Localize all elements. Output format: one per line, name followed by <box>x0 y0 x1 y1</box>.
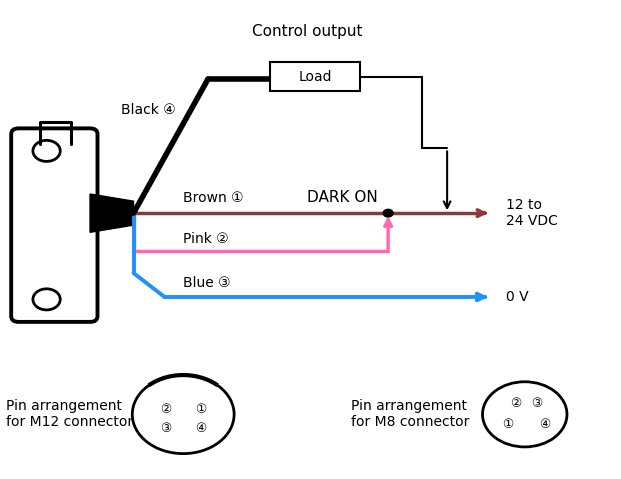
Text: ①: ① <box>195 403 206 416</box>
Circle shape <box>383 209 393 217</box>
Text: ④: ④ <box>195 422 206 435</box>
Text: Black ④: Black ④ <box>121 103 176 117</box>
Bar <box>270 62 360 91</box>
Text: Blue ③: Blue ③ <box>183 276 231 290</box>
Text: Pin arrangement
for M12 connector: Pin arrangement for M12 connector <box>6 399 134 430</box>
Text: Control output: Control output <box>252 23 363 39</box>
Text: Pink ②: Pink ② <box>183 232 229 246</box>
Text: ③: ③ <box>160 422 171 435</box>
Text: Brown ①: Brown ① <box>183 191 244 205</box>
Text: 12 to
24 VDC: 12 to 24 VDC <box>506 198 558 228</box>
Text: Pin arrangement
for M8 connector: Pin arrangement for M8 connector <box>351 399 469 430</box>
Text: 0 V: 0 V <box>506 290 528 304</box>
Text: ④: ④ <box>540 418 551 432</box>
Text: DARK ON: DARK ON <box>307 190 378 205</box>
Polygon shape <box>90 194 134 232</box>
Text: ②: ② <box>160 403 171 416</box>
Text: ②: ② <box>510 397 521 411</box>
Text: ③: ③ <box>532 397 543 411</box>
FancyBboxPatch shape <box>11 128 97 322</box>
Text: Load: Load <box>299 69 332 84</box>
Text: ①: ① <box>502 418 513 432</box>
